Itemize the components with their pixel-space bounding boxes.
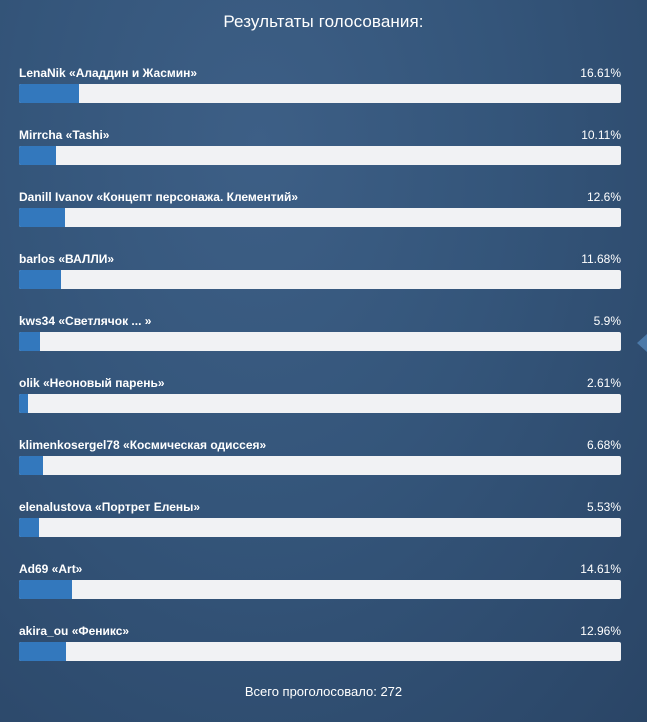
progress-bar-track <box>19 456 621 475</box>
option-percent: 6.68% <box>586 438 621 452</box>
progress-bar-fill <box>19 208 65 227</box>
progress-bar-fill <box>19 270 62 289</box>
progress-bar-track <box>19 518 621 537</box>
progress-bar-fill <box>19 456 44 475</box>
option-name: klimenkosergel78 «Космическая одиссея» <box>19 438 267 452</box>
option-name: Danill Ivanov «Концепт персонажа. Клемен… <box>19 190 299 204</box>
progress-bar-track <box>19 146 621 165</box>
progress-bar-track <box>19 394 621 413</box>
option-name: akira_ou «Феникс» <box>19 624 130 638</box>
progress-bar-fill <box>19 84 79 103</box>
option-percent: 11.68% <box>581 252 621 266</box>
option-percent: 16.61% <box>580 66 621 80</box>
progress-bar-fill <box>19 642 66 661</box>
poll-option: barlos «ВАЛЛИ» 11.68% <box>19 252 621 314</box>
poll-option: Mirrcha «Tashi» 10.11% <box>19 128 621 190</box>
progress-bar-track <box>19 642 621 661</box>
progress-bar-track <box>19 580 621 599</box>
option-name: olik «Неоновый парень» <box>19 376 165 390</box>
poll-option: elenalustova «Портрет Елены» 5.53% <box>19 500 621 562</box>
option-percent: 14.61% <box>580 562 621 576</box>
option-name: barlos «ВАЛЛИ» <box>19 252 115 266</box>
option-percent: 5.9% <box>593 314 621 328</box>
option-percent: 12.96% <box>580 624 621 638</box>
poll-option: kws34 «Светлячок ... » 5.9% <box>19 314 621 376</box>
poll-option: olik «Неоновый парень» 2.61% <box>19 376 621 438</box>
option-name: Mirrcha «Tashi» <box>19 128 110 142</box>
progress-bar-fill <box>19 332 41 351</box>
option-percent: 10.11% <box>581 128 621 142</box>
poll-option: akira_ou «Феникс» 12.96% <box>19 624 621 686</box>
progress-bar-fill <box>19 580 72 599</box>
side-arrow-icon[interactable] <box>637 334 647 352</box>
option-name: Ad69 «Art» <box>19 562 83 576</box>
progress-bar-track <box>19 270 621 289</box>
progress-bar-track <box>19 332 621 351</box>
poll-option: klimenkosergel78 «Космическая одиссея» 6… <box>19 438 621 500</box>
progress-bar-track <box>19 208 621 227</box>
option-name: elenalustova «Портрет Елены» <box>19 500 201 514</box>
progress-bar-fill <box>19 394 29 413</box>
poll-option: Danill Ivanov «Концепт персонажа. Клемен… <box>19 190 621 252</box>
option-name: kws34 «Светлячок ... » <box>19 314 152 328</box>
total-votes: Всего проголосовало: 272 <box>244 684 403 699</box>
progress-bar-fill <box>19 518 39 537</box>
option-percent: 5.53% <box>586 500 621 514</box>
option-percent: 12.6% <box>586 190 621 204</box>
progress-bar-fill <box>19 146 56 165</box>
poll-option: Ad69 «Art» 14.61% <box>19 562 621 624</box>
poll-option: LenaNik «Аладдин и Жасмин» 16.61% <box>19 66 621 128</box>
progress-bar-track <box>19 84 621 103</box>
option-percent: 2.61% <box>586 376 621 390</box>
poll-options-list: LenaNik «Аладдин и Жасмин» 16.61% Mirrch… <box>19 66 621 686</box>
option-name: LenaNik «Аладдин и Жасмин» <box>19 66 198 80</box>
poll-title: Результаты голосования: <box>223 12 424 31</box>
